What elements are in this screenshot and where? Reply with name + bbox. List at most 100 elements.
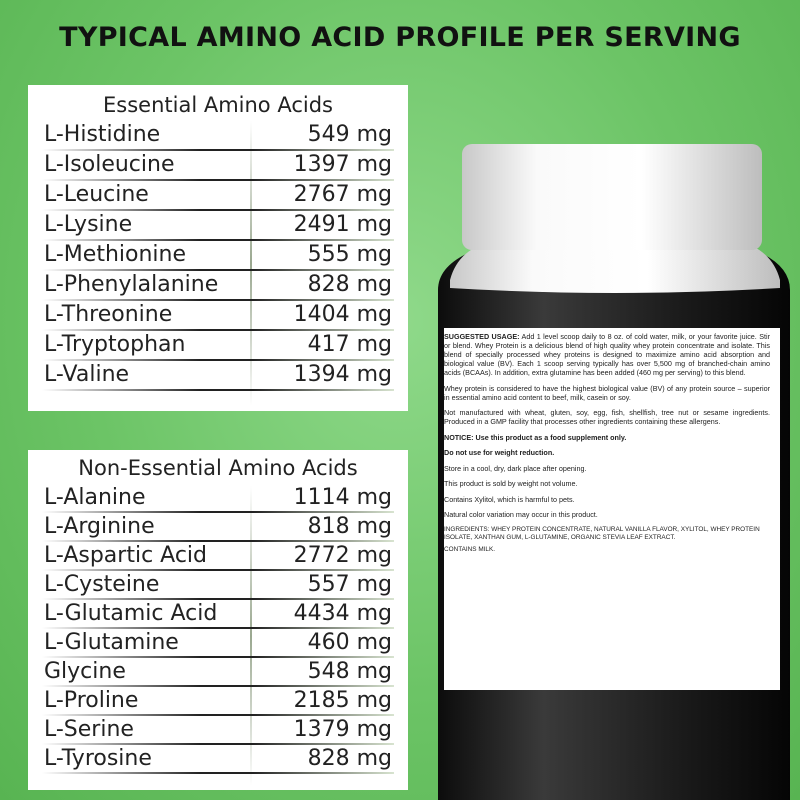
amount: 2772 mg: [293, 543, 392, 568]
amino-name: L-Glutamine: [44, 630, 179, 655]
amount: 1379 mg: [293, 717, 392, 742]
separator: [42, 598, 394, 600]
label-text: Add 1 level scoop daily to 8 oz. of cold…: [444, 332, 770, 377]
row: L-Histidine 549 mg: [28, 121, 408, 151]
amino-name: L-Phenylalanine: [44, 272, 219, 297]
row: L-Cysteine 557 mg: [28, 571, 408, 600]
amount: 557 mg: [307, 572, 392, 597]
amount: 1397 mg: [293, 152, 392, 177]
separator: [42, 569, 394, 571]
separator: [42, 627, 394, 629]
amino-name: L-Threonine: [44, 302, 173, 327]
label-paragraph: Natural color variation may occur in thi…: [444, 510, 770, 519]
separator: [42, 656, 394, 658]
amount: 417 mg: [307, 332, 392, 357]
separator: [42, 329, 394, 331]
label-paragraph: SUGGESTED USAGE: Add 1 level scoop daily…: [444, 332, 770, 377]
label-paragraph: Not manufactured with wheat, gluten, soy…: [444, 408, 770, 426]
separator: [42, 269, 394, 271]
label-paragraph: NOTICE: Use this product as a food suppl…: [444, 433, 770, 442]
amount: 2185 mg: [293, 688, 392, 713]
amount: 548 mg: [307, 659, 392, 684]
amount: 828 mg: [307, 272, 392, 297]
label-text: NOTICE: Use this product as a food suppl…: [444, 432, 627, 442]
separator: [42, 743, 394, 745]
amount: 828 mg: [307, 746, 392, 771]
row: L-Glutamine 460 mg: [28, 629, 408, 658]
divider: [250, 121, 252, 406]
essential-panel: Essential Amino Acids L-Histidine 549 mg L…: [28, 85, 408, 411]
separator: [42, 209, 394, 211]
row: L-Arginine 818 mg: [28, 513, 408, 542]
amino-name: L-Arginine: [44, 514, 155, 539]
amino-name: L-Histidine: [44, 122, 161, 147]
amino-name: L-Tryptophan: [44, 332, 186, 357]
label-text: Whey protein is considered to have the h…: [444, 383, 770, 402]
label-text: Do not use for weight reduction.: [444, 448, 555, 457]
amino-name: L-Isoleucine: [44, 152, 175, 177]
amino-name: L-Leucine: [44, 182, 149, 207]
separator: [42, 149, 394, 151]
row: L-Leucine 2767 mg: [28, 181, 408, 211]
amino-name: L-Methionine: [44, 242, 187, 267]
separator: [42, 772, 394, 774]
row: L-Tyrosine 828 mg: [28, 745, 408, 774]
separator: [42, 685, 394, 687]
row: L-Tryptophan 417 mg: [28, 331, 408, 361]
separator: [42, 179, 394, 181]
amount: 1394 mg: [293, 362, 392, 387]
amino-name: L-Serine: [44, 717, 134, 742]
amino-name: L-Alanine: [44, 485, 146, 510]
amount: 2491 mg: [293, 212, 392, 237]
amino-name: L-Glutamic Acid: [44, 601, 218, 626]
row: L-Serine 1379 mg: [28, 716, 408, 745]
amount: 555 mg: [307, 242, 392, 267]
separator: [42, 239, 394, 241]
row: L-Proline 2185 mg: [28, 687, 408, 716]
title: TYPICAL AMINO ACID PROFILE PER SERVING: [59, 22, 741, 53]
separator: [42, 714, 394, 716]
label-paragraph: Contains Xylitol, which is harmful to pe…: [444, 495, 770, 504]
row: L-Aspartic Acid 2772 mg: [28, 542, 408, 571]
rows: L-Alanine 1114 mg L-Arginine 818 mg L-Aspart…: [28, 484, 408, 774]
row: L-Valine 1394 mg: [28, 361, 408, 391]
divider: [250, 486, 252, 786]
label-text: CONTAINS MILK.: [444, 545, 496, 553]
label-text: Natural color variation may occur in thi…: [444, 510, 598, 519]
nonessential-panel: Non-Essential Amino Acids L-Alanine 1114 …: [28, 450, 408, 790]
label-text: Store in a cool, dry, dark place after o…: [444, 463, 587, 473]
table-title: Non-Essential Amino Acids: [78, 456, 358, 480]
amount: 549 mg: [307, 122, 392, 147]
label-paragraph: Whey protein is considered to have the h…: [444, 384, 770, 402]
separator: [42, 540, 394, 542]
row: L-Lysine 2491 mg: [28, 211, 408, 241]
amino-name: L-Valine: [44, 362, 130, 387]
label-text: This product is sold by weight not volum…: [444, 479, 578, 488]
label-lead: SUGGESTED USAGE:: [444, 332, 520, 341]
amount: 460 mg: [307, 630, 392, 655]
label-text: Not manufactured with wheat, gluten, soy…: [444, 408, 770, 426]
separator: [42, 359, 394, 361]
amino-name: L-Cysteine: [44, 572, 160, 597]
amino-name: Glycine: [44, 659, 126, 684]
amino-name: L-Tyrosine: [44, 746, 152, 771]
amount: 2767 mg: [293, 182, 392, 207]
amount: 4434 mg: [293, 601, 392, 626]
label-paragraph: INGREDIENTS: WHEY PROTEIN CONCENTRATE, N…: [444, 526, 770, 542]
row: L-Glutamic Acid 4434 mg: [28, 600, 408, 629]
amino-name: L-Aspartic Acid: [44, 543, 207, 568]
row: L-Methionine 555 mg: [28, 241, 408, 271]
label-paragraph: Do not use for weight reduction.: [444, 448, 770, 457]
amount: 1404 mg: [293, 302, 392, 327]
separator: [42, 389, 394, 391]
row: Glycine 548 mg: [28, 658, 408, 687]
label-paragraph: CONTAINS MILK.: [444, 546, 770, 554]
separator: [42, 511, 394, 513]
amino-name: L-Proline: [44, 688, 139, 713]
label-paragraph: This product is sold by weight not volum…: [444, 479, 770, 488]
rows: L-Histidine 549 mg L-Isoleucine 1397 mg L-Le…: [28, 121, 408, 391]
amino-name: L-Lysine: [44, 212, 133, 237]
row: L-Threonine 1404 mg: [28, 301, 408, 331]
amount: 818 mg: [307, 514, 392, 539]
